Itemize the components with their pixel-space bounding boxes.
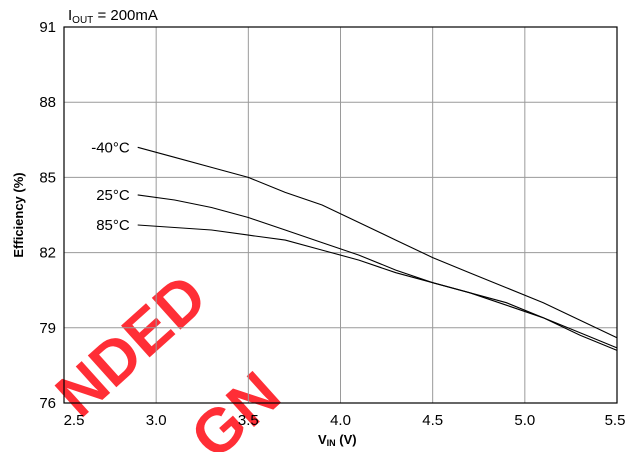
x-tick-label: 3.5 — [238, 412, 259, 429]
x-tick-label: 4.5 — [422, 412, 443, 429]
x-tick-label: 2.5 — [64, 412, 85, 429]
y-axis-label: Efficiency (%) — [11, 172, 26, 257]
grid — [63, 26, 618, 404]
series-label: 25°C — [96, 187, 130, 204]
watermark-line: NDED — [43, 262, 220, 431]
x-tick-label: 5.0 — [514, 412, 535, 429]
x-tick-label: 3.0 — [146, 412, 167, 429]
y-tick-label: 76 — [39, 395, 56, 412]
plot-frame — [63, 26, 618, 404]
y-tick-label: 79 — [39, 320, 56, 337]
watermark-line: GN — [178, 359, 293, 452]
series-line — [137, 194, 618, 349]
y-tick-label: 91 — [39, 19, 56, 36]
x-axis-label: VIN (V) — [318, 432, 357, 448]
tick-labels: 2.5 3.0 3.5 4.0 4.5 5.0 5.5 76 79 82 85 88 91 — [39, 19, 625, 429]
y-tick-label: 85 — [39, 169, 56, 186]
y-tick-label: 82 — [39, 245, 56, 262]
chart-title: IOUT = 200mA — [68, 7, 158, 26]
y-tick-label: 88 — [39, 94, 56, 111]
series-label: -40°C — [91, 139, 130, 156]
x-tick-label: 5.5 — [605, 412, 626, 429]
series-line — [137, 224, 618, 351]
series-label: 85°C — [96, 217, 130, 234]
series-lines — [137, 146, 618, 351]
series-labels: -40°C 25°C 85°C — [91, 139, 130, 234]
series-line — [137, 146, 618, 339]
x-tick-label: 4.0 — [330, 412, 351, 429]
